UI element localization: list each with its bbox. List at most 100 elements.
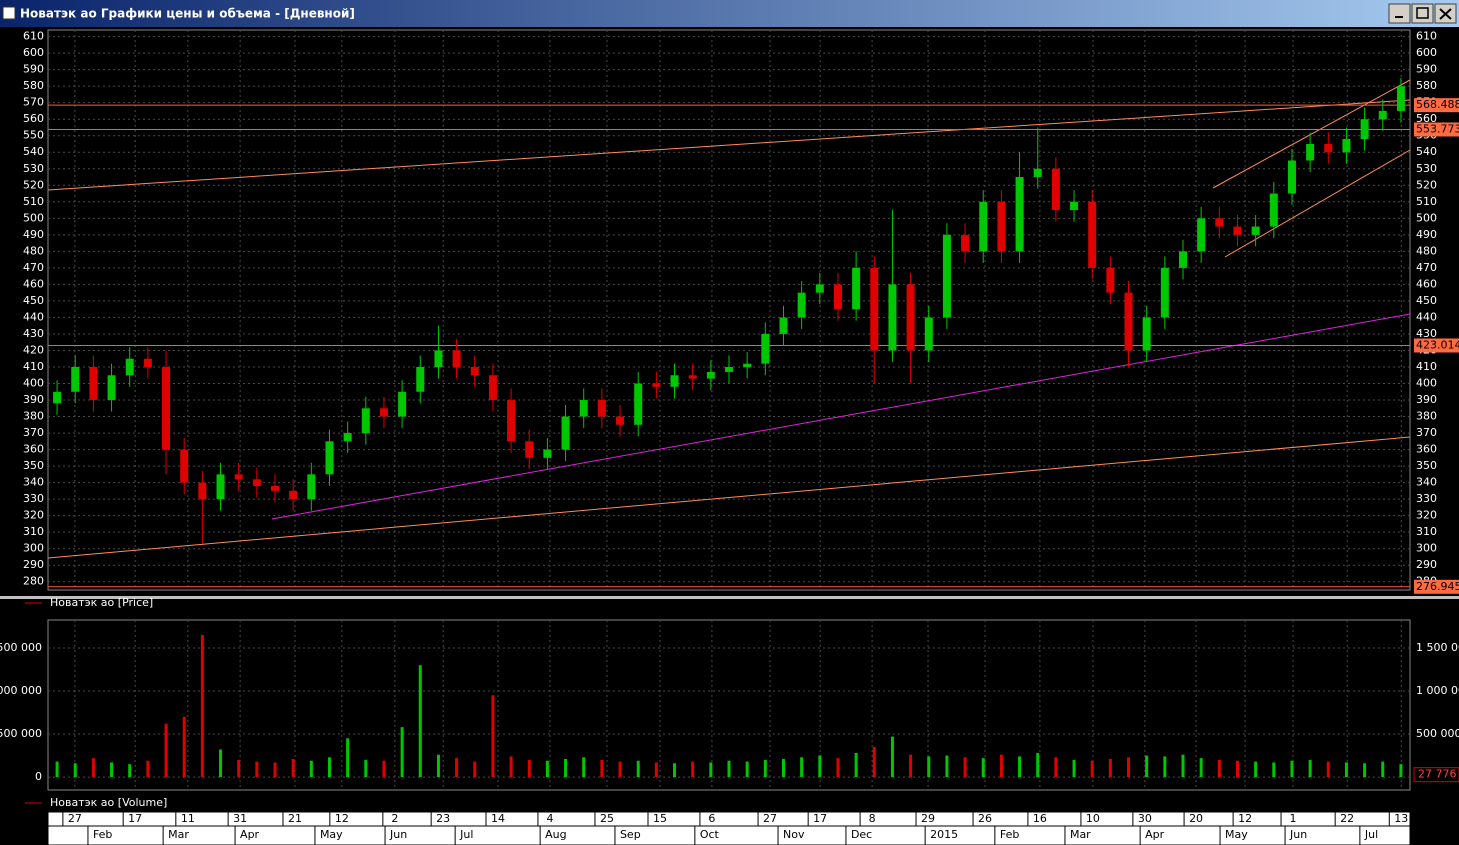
volume-bar: [545, 760, 549, 778]
y-tick-label: 600: [23, 46, 44, 59]
y-tick-label: 430: [23, 327, 44, 340]
y-tick-label: 400: [23, 377, 44, 390]
candle-body: [1160, 267, 1169, 318]
volume-bar: [1217, 759, 1221, 778]
candle-body: [234, 474, 243, 480]
candle-body: [1324, 143, 1333, 153]
y-tick-label: 1 000 000: [0, 684, 42, 697]
candle-body: [525, 441, 534, 458]
trend-line: [47, 436, 1411, 559]
candle-body: [416, 366, 425, 392]
x-tick-label: 15: [653, 812, 667, 825]
x-tick-label: 12: [335, 812, 349, 825]
window-buttons: [1388, 3, 1457, 24]
volume-bar: [564, 759, 568, 778]
candle-body: [1378, 110, 1387, 120]
y2-tick-label: 400: [1416, 377, 1437, 390]
volume-bar: [382, 760, 386, 778]
x-tick-label: 14: [491, 812, 505, 825]
y2-tick-label: 310: [1416, 525, 1437, 538]
candle-body: [1342, 139, 1351, 153]
minimize-button[interactable]: [1388, 3, 1411, 24]
y2-tick-label: 450: [1416, 294, 1437, 307]
volume-bar: [400, 727, 404, 778]
y2-tick-label: 370: [1416, 426, 1437, 439]
candle-body: [1088, 201, 1097, 268]
month-label: Dec: [851, 828, 872, 841]
volume-bar: [473, 761, 477, 778]
y-tick-label: 520: [23, 178, 44, 191]
volume-bar: [73, 763, 77, 778]
volume-bar: [455, 758, 459, 778]
candle-body: [1070, 201, 1079, 211]
volume-bar: [836, 758, 840, 778]
x-tick-label: 25: [600, 812, 614, 825]
y-tick-label: 530: [23, 162, 44, 175]
candle-body: [688, 375, 697, 379]
window-title: Новатэк ао Графики цены и объема - [Днев…: [20, 7, 355, 21]
month-label: Oct: [700, 828, 720, 841]
last-volume-label: 27 776: [1418, 768, 1457, 781]
volume-bar: [309, 760, 313, 778]
candle-body: [398, 391, 407, 417]
panel-separator: [0, 596, 1459, 599]
volume-bar: [636, 760, 640, 778]
candle-body: [761, 333, 770, 364]
x-tick-label: 20: [1189, 812, 1203, 825]
y-tick-label: 310: [23, 525, 44, 538]
month-label: Jul: [1364, 828, 1378, 841]
x-tick-label: 10: [1086, 812, 1100, 825]
volume-bar: [219, 749, 223, 778]
candle-body: [1197, 218, 1206, 252]
volume-bar: [691, 761, 695, 778]
volume-bar: [146, 760, 150, 778]
y-tick-label: 380: [23, 410, 44, 423]
trend-line: [47, 99, 1411, 191]
candle-body: [833, 284, 842, 310]
candle-body: [852, 267, 861, 310]
candle-body: [434, 350, 443, 367]
candle-body: [888, 284, 897, 351]
close-icon: [1439, 8, 1452, 20]
candle-body: [579, 400, 588, 417]
x-tick-label: 1: [1290, 812, 1297, 825]
volume-bar: [582, 757, 586, 778]
candle-body: [271, 485, 279, 491]
x-tick-label: 16: [1033, 812, 1047, 825]
candle-body: [1033, 168, 1042, 178]
volume-bar: [854, 752, 858, 778]
month-label: Mar: [1070, 828, 1091, 841]
volume-bar: [999, 754, 1003, 778]
month-label: Mar: [168, 828, 189, 841]
volume-bar: [909, 754, 913, 778]
y2-tick-label: 430: [1416, 327, 1437, 340]
candle-body: [543, 449, 552, 458]
candle-body: [361, 408, 370, 434]
candle-body: [307, 474, 316, 500]
month-label: Apr: [240, 828, 260, 841]
volume-bar: [1145, 755, 1149, 778]
date-axis: [47, 811, 1411, 845]
y2-tick-label: 440: [1416, 310, 1437, 323]
y-tick-label: 550: [23, 129, 44, 142]
x-tick-label: 31: [233, 812, 247, 825]
y-tick-label: 460: [23, 277, 44, 290]
candle-body: [997, 201, 1006, 252]
candle-body: [1396, 86, 1405, 111]
volume-bar: [818, 755, 822, 778]
candle-body: [1142, 317, 1151, 351]
maximize-button[interactable]: [1411, 3, 1434, 24]
y-tick-label: 560: [23, 112, 44, 125]
x-tick-label: 27: [763, 812, 777, 825]
volume-bar: [654, 762, 658, 778]
candle-body: [289, 490, 298, 500]
month-label: May: [320, 828, 343, 841]
candle-body: [1287, 160, 1296, 194]
y-tick-label: 420: [23, 343, 44, 356]
x-tick-label: 26: [978, 812, 992, 825]
volume-bar: [709, 762, 713, 778]
x-tick-label: 11: [181, 812, 195, 825]
volume-bar: [273, 762, 277, 778]
x-tick-label: 8: [869, 812, 876, 825]
